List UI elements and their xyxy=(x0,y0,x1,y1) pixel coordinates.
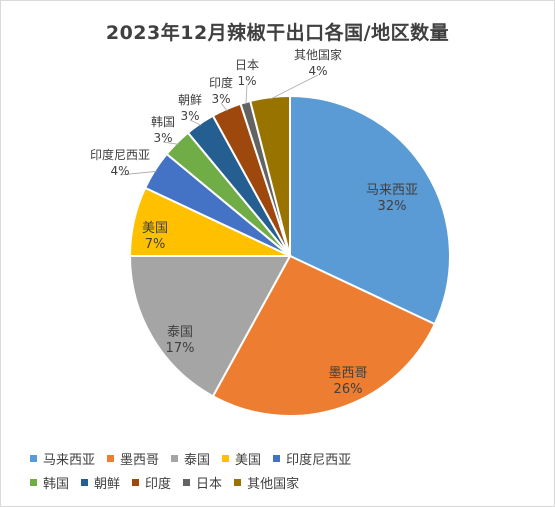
pie-slice-10 xyxy=(248,94,291,257)
slice-category-label: 美国 xyxy=(142,221,168,236)
legend-label: 其他国家 xyxy=(247,476,300,492)
leader-line-6 xyxy=(162,141,179,145)
slice-value-label: 3% xyxy=(153,131,172,145)
legend-item: 印度尼西亚 xyxy=(273,449,351,468)
legend-item: 美国 xyxy=(222,449,261,468)
legend-item: 其他国家 xyxy=(234,473,299,492)
leader-line-10 xyxy=(270,74,319,100)
legend-swatch xyxy=(107,454,115,462)
legend-swatch xyxy=(30,454,37,462)
legend-swatch xyxy=(30,478,37,486)
slice-value-label: 7% xyxy=(145,237,166,252)
leader-line-7 xyxy=(189,119,202,126)
legend-label: 泰国 xyxy=(184,452,211,468)
legend: 马来西亚 墨西哥 泰国 美国 印度尼西亚韩国 朝鲜 印度 日本 其他国家 xyxy=(30,446,540,494)
legend-row: 韩国 朝鲜 印度 日本 其他国家 xyxy=(30,470,540,494)
slice-value-label: 3% xyxy=(180,109,199,123)
legend-item: 印度 xyxy=(132,473,171,492)
legend-label: 马来西亚 xyxy=(43,452,96,468)
slice-category-label: 墨西哥 xyxy=(328,366,367,381)
legend-swatch xyxy=(234,478,242,486)
slice-category-label: 马来西亚 xyxy=(366,183,418,198)
legend-swatch xyxy=(81,478,89,486)
slice-value-label: 4% xyxy=(308,64,327,78)
legend-label: 印度尼西亚 xyxy=(286,452,352,468)
pie-slice-1 xyxy=(289,94,451,326)
slice-value-label: 1% xyxy=(237,74,256,88)
legend-swatch xyxy=(222,454,230,462)
slice-value-label: 4% xyxy=(110,164,129,178)
slice-value-label: 32% xyxy=(378,199,407,214)
pie-slice-3 xyxy=(128,255,292,398)
legend-label: 韩国 xyxy=(43,476,70,492)
chart-title: 2023年12月辣椒干出口各国/地区数量 xyxy=(105,22,450,44)
legend-item: 墨西哥 xyxy=(107,449,159,468)
legend-item: 马来西亚 xyxy=(30,449,95,468)
leader-line-9 xyxy=(245,84,248,105)
leader-line-5 xyxy=(119,170,157,176)
legend-label: 朝鲜 xyxy=(94,476,121,492)
legend-label: 墨西哥 xyxy=(120,452,160,468)
legend-row: 马来西亚 墨西哥 泰国 美国 印度尼西亚 xyxy=(30,446,540,470)
legend-item: 泰国 xyxy=(171,449,210,468)
legend-item: 韩国 xyxy=(30,473,69,492)
legend-item: 日本 xyxy=(183,473,222,492)
slice-category-label: 印度尼西亚 xyxy=(90,147,150,162)
slice-value-label: 3% xyxy=(211,92,230,106)
legend-swatch xyxy=(183,478,191,486)
slice-category-label: 印度 xyxy=(209,75,233,90)
slice-category-label: 泰国 xyxy=(167,325,193,340)
legend-label: 日本 xyxy=(196,476,223,492)
legend-swatch xyxy=(132,478,140,486)
legend-label: 印度 xyxy=(145,476,172,492)
slice-category-label: 其他国家 xyxy=(294,47,342,62)
legend-item: 朝鲜 xyxy=(81,473,120,492)
legend-swatch xyxy=(273,454,281,462)
slice-category-label: 朝鲜 xyxy=(178,93,202,107)
legend-swatch xyxy=(171,454,179,462)
leader-line-8 xyxy=(220,102,228,112)
slice-category-label: 韩国 xyxy=(151,114,175,129)
slice-value-label: 26% xyxy=(334,382,363,397)
legend-label: 美国 xyxy=(235,452,262,468)
slice-value-label: 17% xyxy=(166,341,195,356)
slice-category-label: 日本 xyxy=(235,58,259,72)
